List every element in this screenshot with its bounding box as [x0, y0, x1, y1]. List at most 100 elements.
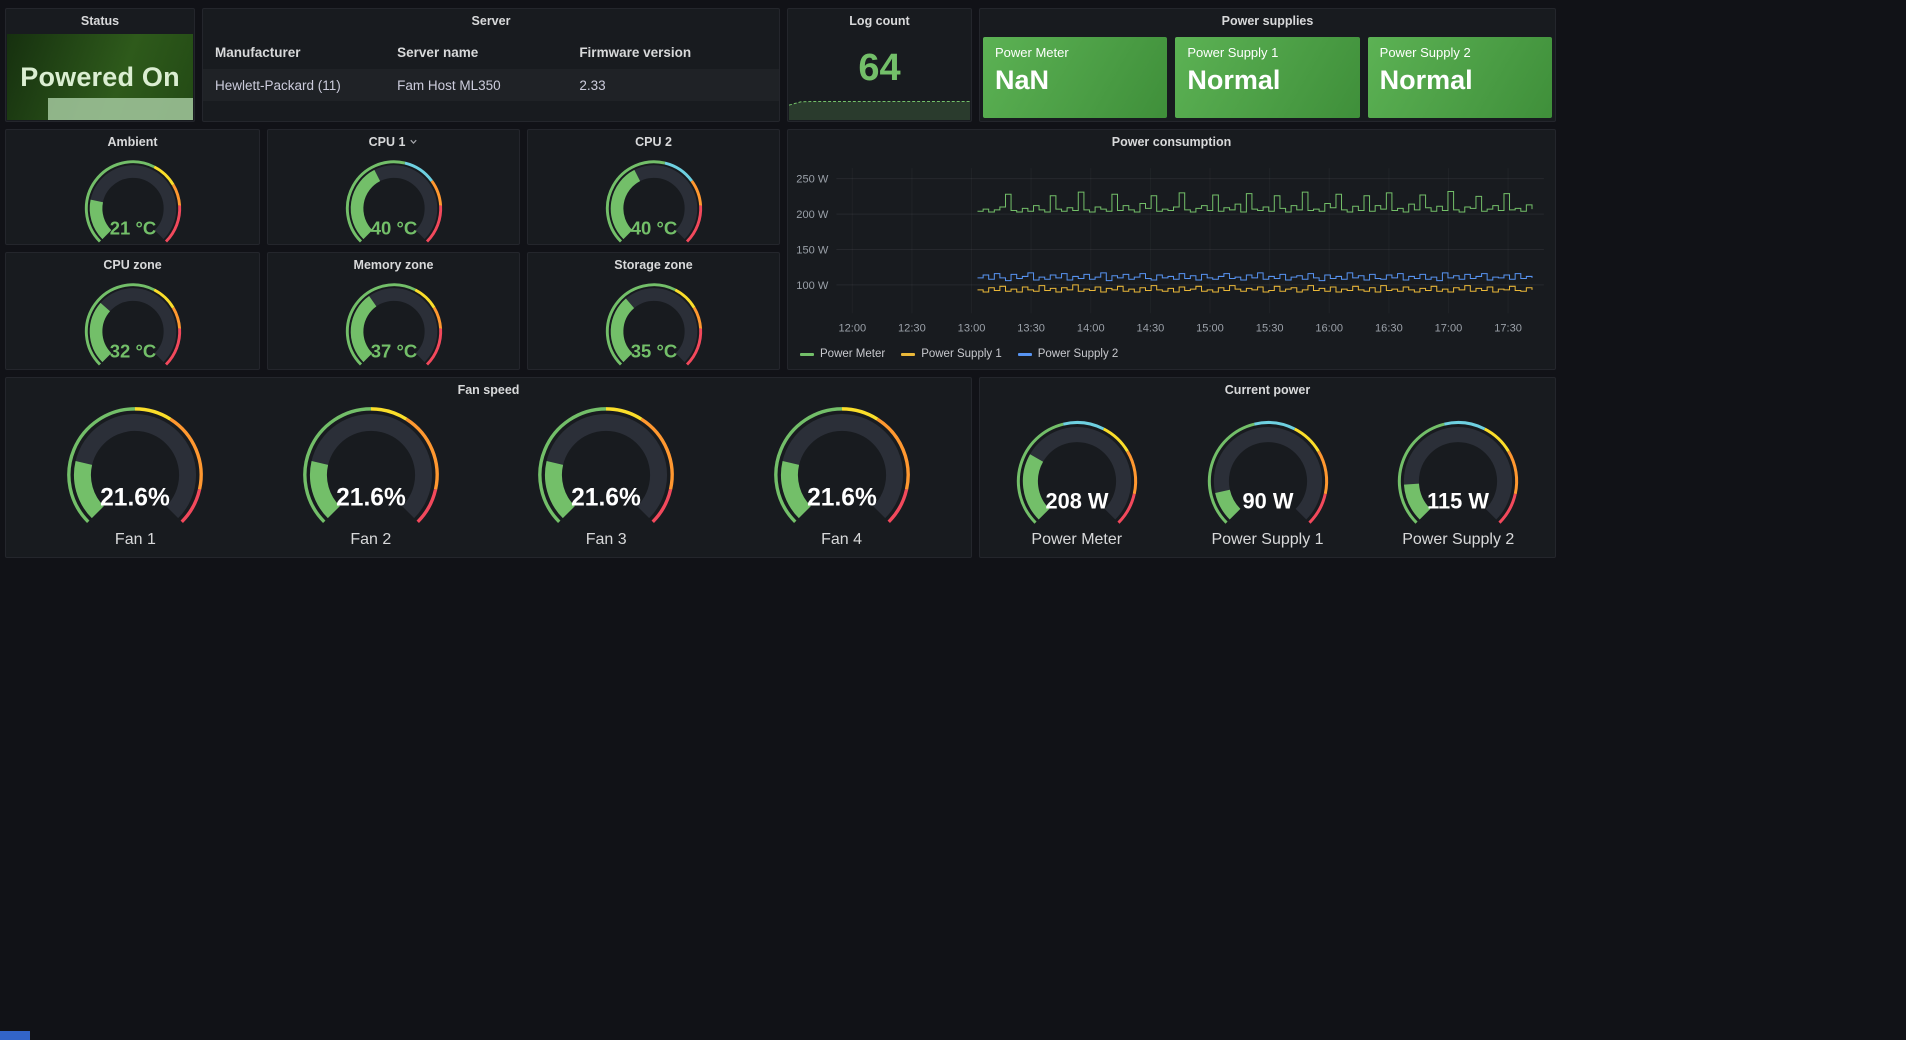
svg-text:15:30: 15:30	[1256, 322, 1284, 334]
server-table: Manufacturer Server name Firmware versio…	[203, 33, 779, 101]
svg-text:150 W: 150 W	[796, 245, 829, 257]
svg-text:40 °C: 40 °C	[370, 218, 416, 239]
gauge-label: Fan 3	[585, 531, 627, 548]
svg-text:37 °C: 37 °C	[370, 341, 416, 362]
grafana-dashboard: Status Powered On Server Manufacturer Se…	[0, 8, 1556, 1040]
taskbar-fragment[interactable]	[0, 1031, 30, 1040]
cell-server-name: Fam Host ML350	[397, 77, 501, 93]
svg-text:21.6%: 21.6%	[336, 485, 406, 512]
current-power-gauges: 208 W Power Meter 90 W Power Supply 1 11…	[980, 402, 1555, 555]
svg-text:17:00: 17:00	[1435, 322, 1463, 334]
gauge-power-supply-1-arc: 90 W	[1174, 412, 1362, 531]
panel-title-server[interactable]: Server	[471, 14, 511, 28]
panel-title-power-consumption[interactable]: Power consumption	[1111, 135, 1232, 149]
gauge-label: Power Meter	[1031, 531, 1123, 548]
table-header-server-name[interactable]: Server name	[397, 44, 479, 60]
panel-cpu-1: CPU 1 40 °C	[267, 129, 520, 245]
panel-cpu-2: CPU 2 40 °C	[527, 129, 780, 245]
legend-item-power-meter[interactable]: Power Meter	[800, 348, 885, 360]
panel-title-log-count[interactable]: Log count	[849, 14, 910, 28]
panel-title-power-supplies[interactable]: Power supplies	[1221, 14, 1314, 28]
gauge-label: Power Supply 1	[1211, 531, 1324, 548]
svg-text:15:00: 15:00	[1196, 322, 1224, 334]
status-stat: Powered On	[7, 34, 193, 120]
supply-stat-value: Normal	[1379, 65, 1473, 95]
svg-text:21.6%: 21.6%	[101, 485, 171, 512]
panel-title-cpu-2[interactable]: CPU 2	[635, 135, 672, 149]
legend-label: Power Supply 2	[1037, 348, 1119, 361]
svg-text:21.6%: 21.6%	[571, 485, 641, 512]
panel-current-power: Current power 208 W Power Meter 90 W Pow…	[979, 377, 1556, 558]
log-count-sparkline	[789, 96, 970, 120]
cell-firmware-version: 2.33	[579, 77, 606, 93]
panel-storage-zone: Storage zone 35 °C	[527, 252, 780, 370]
supply-stat-value: Normal	[1187, 65, 1281, 95]
svg-text:16:30: 16:30	[1375, 322, 1403, 334]
power-consumption-legend: Power Meter Power Supply 1 Power Supply 2	[788, 343, 1555, 365]
svg-text:40 °C: 40 °C	[630, 218, 676, 239]
panel-title-cpu-1[interactable]: CPU 1	[268, 130, 519, 154]
svg-text:14:00: 14:00	[1077, 322, 1105, 334]
legend-item-power-supply-2[interactable]: Power Supply 2	[1017, 348, 1119, 361]
panel-title-storage-zone[interactable]: Storage zone	[614, 258, 693, 272]
panel-title-status[interactable]: Status	[80, 14, 120, 28]
svg-text:100 W: 100 W	[796, 280, 829, 292]
gauge-fan-2-arc: 21.6%	[265, 397, 477, 531]
svg-text:12:30: 12:30	[898, 322, 926, 334]
svg-text:13:30: 13:30	[1017, 322, 1045, 334]
legend-swatch	[800, 352, 814, 356]
svg-text:250 W: 250 W	[796, 174, 829, 186]
supply-stat-power-meter: Power Meter NaN	[983, 37, 1168, 118]
svg-text:208 W: 208 W	[1045, 488, 1108, 513]
gauge-fan-4-arc: 21.6%	[736, 397, 948, 531]
svg-text:90 W: 90 W	[1242, 488, 1293, 513]
fan-speed-gauges: 21.6% Fan 1 21.6% Fan 2 21.6% Fan 3 21.6…	[6, 402, 971, 555]
panel-title-ambient[interactable]: Ambient	[107, 135, 158, 149]
gauge-power-meter: 208 W Power Meter	[983, 412, 1171, 549]
gauge-fan-3: 21.6% Fan 3	[500, 397, 712, 549]
panel-title-fan-speed[interactable]: Fan speed	[457, 383, 520, 397]
panel-fan-speed: Fan speed 21.6% Fan 1 21.6% Fan 2 21.6% …	[5, 377, 972, 558]
svg-text:16:00: 16:00	[1315, 322, 1343, 334]
svg-text:35 °C: 35 °C	[630, 341, 676, 362]
gauge-fan-1: 21.6% Fan 1	[29, 397, 241, 549]
panel-log-count: Log count 64	[787, 8, 972, 122]
gauge-storage-zone: 35 °C	[528, 277, 779, 370]
panel-power-consumption: Power consumption 100 W 150 W 200 W 250 W 12…	[787, 129, 1556, 370]
panel-memory-zone: Memory zone 37 °C	[267, 252, 520, 370]
panel-title-text: CPU 1	[368, 135, 406, 149]
gauge-label: Fan 4	[821, 531, 863, 548]
svg-text:21.6%: 21.6%	[807, 485, 877, 512]
table-header-manufacturer[interactable]: Manufacturer	[215, 44, 301, 60]
svg-text:115 W: 115 W	[1427, 488, 1489, 513]
supply-stat-label: Power Supply 2	[1379, 45, 1471, 60]
gauge-fan-3-arc: 21.6%	[500, 397, 712, 531]
power-consumption-chart[interactable]: 100 W 150 W 200 W 250 W 12:00 12:30 13:00 13:30…	[788, 156, 1555, 343]
table-header-firmware-version[interactable]: Firmware version	[579, 44, 692, 60]
legend-label: Power Supply 1	[921, 348, 1002, 361]
panel-title-cpu-zone[interactable]: CPU zone	[103, 258, 162, 272]
legend-swatch	[1017, 352, 1032, 356]
supply-stat-label: Power Supply 1	[1187, 45, 1279, 60]
svg-text:14:30: 14:30	[1137, 322, 1165, 334]
gauge-memory-zone: 37 °C	[268, 277, 519, 370]
gauge-fan-1-arc: 21.6%	[29, 397, 241, 531]
panel-title-memory-zone[interactable]: Memory zone	[353, 258, 434, 272]
log-count-value: 64	[858, 46, 901, 89]
chevron-down-icon[interactable]	[409, 130, 418, 154]
gauge-ambient: 21 °C	[6, 154, 259, 247]
svg-text:12:00: 12:00	[838, 322, 866, 334]
supply-stat-label: Power Meter	[995, 45, 1069, 60]
panel-power-supplies: Power supplies Power Meter NaN Power Sup…	[979, 8, 1556, 122]
panel-server: Server Manufacturer Server name Firmware…	[202, 8, 780, 122]
legend-item-power-supply-1[interactable]: Power Supply 1	[901, 348, 1002, 360]
gauge-label: Fan 2	[350, 531, 392, 548]
gauge-label: Fan 1	[114, 531, 156, 548]
supply-stat-power-supply-2: Power Supply 2 Normal	[1367, 37, 1552, 118]
gauge-cpu-zone: 32 °C	[6, 277, 259, 370]
table-header-row: Manufacturer Server name Firmware versio…	[203, 35, 779, 69]
panel-title-current-power[interactable]: Current power	[1224, 383, 1311, 397]
table-row: Hewlett-Packard (11) Fam Host ML350 2.33	[203, 69, 779, 101]
panel-cpu-zone: CPU zone 32 °C	[5, 252, 260, 370]
cell-manufacturer: Hewlett-Packard (11)	[215, 77, 341, 93]
